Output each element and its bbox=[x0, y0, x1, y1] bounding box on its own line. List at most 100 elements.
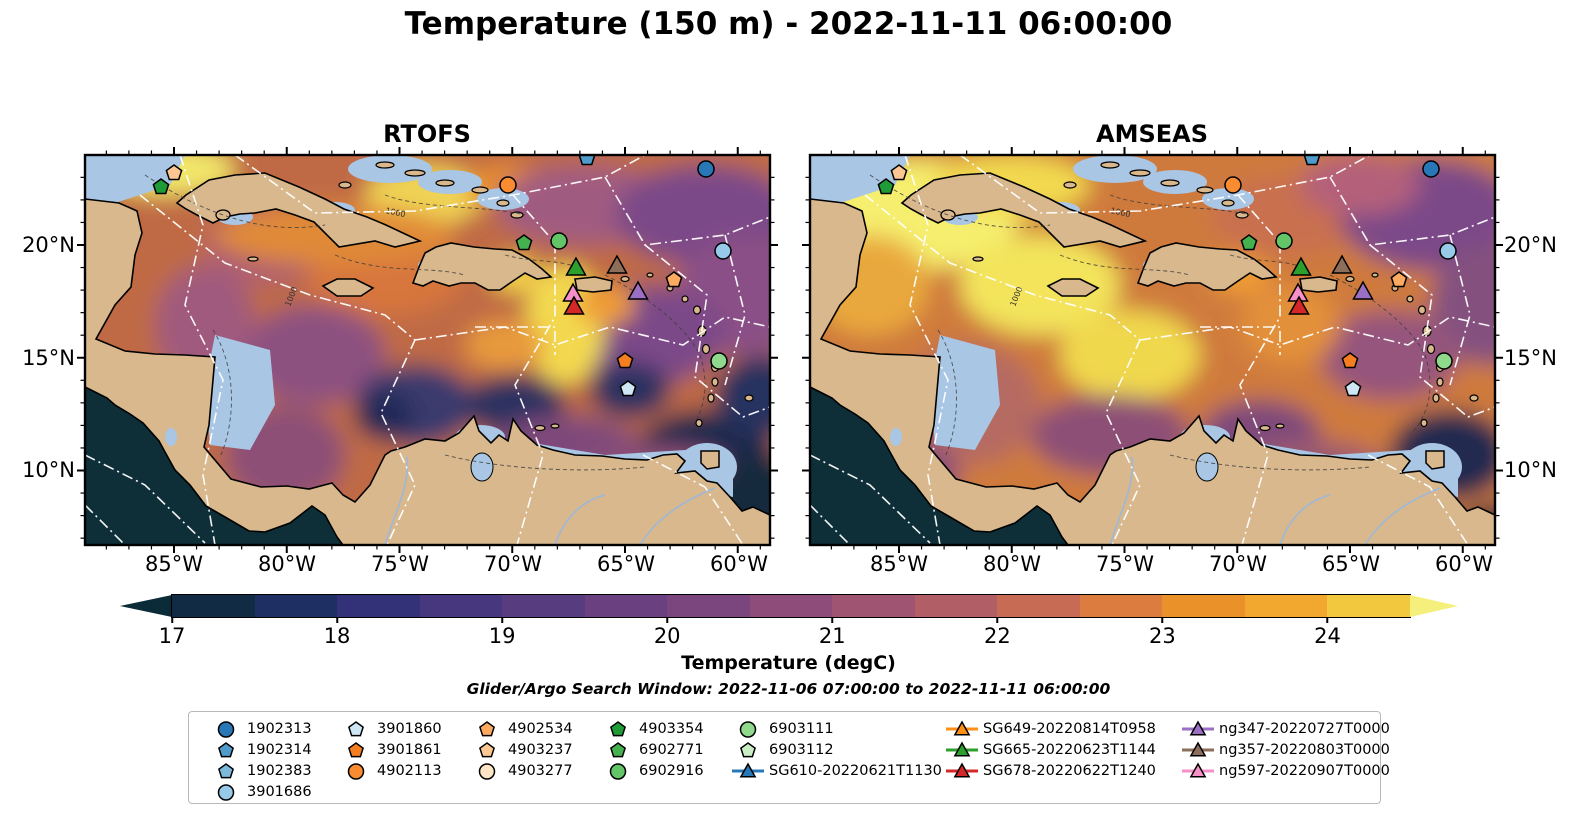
circle-marker-icon bbox=[731, 720, 765, 738]
circle-marker-icon bbox=[470, 762, 504, 780]
legend-label: 1902383 bbox=[247, 762, 312, 779]
legend-item[interactable]: 6902771 bbox=[601, 739, 704, 760]
colorbar-segment bbox=[914, 595, 998, 617]
legend-item[interactable]: SG610-20220621T1130 bbox=[731, 760, 942, 781]
svg-text:1000: 1000 bbox=[1110, 206, 1132, 219]
legend-item[interactable]: 6902916 bbox=[601, 760, 704, 781]
legend-item[interactable]: 6903111 bbox=[731, 718, 942, 739]
legend-item[interactable]: SG649-20220814T0958 bbox=[945, 718, 1156, 739]
legend-item[interactable]: ng597-20220907T0000 bbox=[1181, 760, 1390, 781]
circle-marker-icon bbox=[209, 783, 243, 801]
legend-label: 3901686 bbox=[247, 783, 312, 800]
legend-item[interactable]: 3901861 bbox=[339, 739, 442, 760]
map-marker-ng357-20220803T0000[interactable] bbox=[1331, 254, 1353, 274]
lon-tick-label: 75°W bbox=[371, 552, 429, 576]
legend-label: 4902534 bbox=[508, 720, 573, 737]
lon-tick-label: 65°W bbox=[1322, 552, 1380, 576]
map-marker-6902916[interactable] bbox=[1275, 232, 1293, 250]
map-marker-4903354[interactable] bbox=[152, 178, 170, 195]
legend-label: 1902313 bbox=[247, 720, 312, 737]
legend-label: 3901860 bbox=[377, 720, 442, 737]
colorbar-tick-label: 24 bbox=[1314, 624, 1341, 648]
legend-item[interactable]: 6903112 bbox=[731, 739, 942, 760]
map-marker-SG665-20220623T1144[interactable] bbox=[565, 256, 587, 276]
map-marker-4902113[interactable] bbox=[1224, 176, 1242, 194]
pentagon-marker-icon bbox=[339, 720, 373, 738]
lon-tick-label: 85°W bbox=[145, 552, 203, 576]
lon-tick-label: 85°W bbox=[870, 552, 928, 576]
map-marker-3901686[interactable] bbox=[1439, 242, 1457, 260]
lon-tick-label: 65°W bbox=[597, 552, 655, 576]
map-marker-4902534[interactable] bbox=[665, 271, 683, 288]
map-marker-SG678-20220622T1240[interactable] bbox=[1288, 295, 1310, 315]
map-marker-6903111[interactable] bbox=[1435, 352, 1453, 370]
legend-item[interactable]: 4902534 bbox=[470, 718, 573, 739]
colorbar-tick-label: 22 bbox=[983, 624, 1011, 648]
legend-label: 4903354 bbox=[639, 720, 704, 737]
map-amseas[interactable]: 1000 1000 bbox=[802, 147, 1503, 553]
map-marker-4902113[interactable] bbox=[499, 176, 517, 194]
pentagon-marker-icon bbox=[470, 720, 504, 738]
map-marker-4903354[interactable] bbox=[877, 178, 895, 195]
map-marker-6903111[interactable] bbox=[710, 352, 728, 370]
lon-tick-label: 80°W bbox=[258, 552, 316, 576]
legend-item[interactable]: 1902314 bbox=[209, 739, 312, 760]
lat-tick-20n-right: 20°N bbox=[1504, 233, 1557, 257]
legend-item[interactable]: 3901686 bbox=[209, 781, 312, 802]
map-markers bbox=[152, 150, 732, 397]
legend-label: SG665-20220623T1144 bbox=[983, 741, 1156, 758]
legend-column: SG649-20220814T0958 SG665-20220623T1144 SG… bbox=[945, 718, 1156, 781]
map-marker-3901860[interactable] bbox=[1344, 380, 1362, 397]
map-marker-6902916[interactable] bbox=[550, 232, 568, 250]
colorbar-segment bbox=[1327, 595, 1410, 617]
map-marker-4903237[interactable] bbox=[890, 164, 908, 181]
map-marker-SG678-20220622T1240[interactable] bbox=[563, 295, 585, 315]
map-marker-ng357-20220803T0000[interactable] bbox=[606, 254, 628, 274]
legend-item[interactable]: SG678-20220622T1240 bbox=[945, 760, 1156, 781]
map-marker-1902313[interactable] bbox=[1422, 160, 1440, 178]
legend-item[interactable]: 1902313 bbox=[209, 718, 312, 739]
legend-item[interactable]: ng357-20220803T0000 bbox=[1181, 739, 1390, 760]
colorbar-segment bbox=[832, 595, 915, 617]
lat-tick-10n-left: 10°N bbox=[22, 458, 75, 482]
map-marker-1902313[interactable] bbox=[697, 160, 715, 178]
map-marker-ng347-20220727T0000[interactable] bbox=[1352, 280, 1374, 300]
map-marker-4903237[interactable] bbox=[165, 164, 183, 181]
map-marker-ng347-20220727T0000[interactable] bbox=[627, 280, 649, 300]
pentagon-marker-icon bbox=[470, 741, 504, 759]
map-marker-3901686[interactable] bbox=[714, 242, 732, 260]
legend-item[interactable]: 1902383 bbox=[209, 760, 312, 781]
legend-item[interactable]: 4903237 bbox=[470, 739, 573, 760]
legend-item[interactable]: 4903354 bbox=[601, 718, 704, 739]
colorbar-segment bbox=[1244, 595, 1328, 617]
panel-title-amseas: AMSEAS bbox=[1096, 120, 1208, 148]
legend-label: 1902314 bbox=[247, 741, 312, 758]
colorbar-segment bbox=[584, 595, 668, 617]
map-marker-1902314[interactable] bbox=[1303, 150, 1321, 166]
map-rtofs[interactable]: 1000 1000 bbox=[77, 147, 778, 553]
legend-item[interactable]: 4903277 bbox=[470, 760, 573, 781]
legend-label: SG610-20220621T1130 bbox=[769, 762, 942, 779]
legend-item[interactable]: 4902113 bbox=[339, 760, 442, 781]
legend-item[interactable]: 3901860 bbox=[339, 718, 442, 739]
pentagon-marker-icon bbox=[731, 741, 765, 759]
legend-label: 6902771 bbox=[639, 741, 704, 758]
glider-track-icon bbox=[945, 761, 979, 780]
map-marker-6902771[interactable] bbox=[1240, 234, 1258, 251]
pentagon-marker-icon bbox=[209, 741, 243, 759]
legend-item[interactable]: ng347-20220727T0000 bbox=[1181, 718, 1390, 739]
map-marker-6902771[interactable] bbox=[515, 234, 533, 251]
map-marker-4902534[interactable] bbox=[1390, 271, 1408, 288]
map-marker-SG665-20220623T1144[interactable] bbox=[1290, 256, 1312, 276]
glider-track-icon bbox=[1181, 740, 1215, 759]
map-marker-3901861[interactable] bbox=[616, 352, 634, 369]
map-marker-3901860[interactable] bbox=[619, 380, 637, 397]
glider-track-icon bbox=[731, 761, 765, 780]
colorbar-tick-label: 18 bbox=[323, 624, 351, 648]
map-marker-3901861[interactable] bbox=[1341, 352, 1359, 369]
legend-item[interactable]: SG665-20220623T1144 bbox=[945, 739, 1156, 760]
colorbar-segment bbox=[1079, 595, 1163, 617]
legend-column: 6903111 6903112 SG610-20220621T1130 bbox=[731, 718, 942, 781]
map-marker-1902314[interactable] bbox=[578, 150, 596, 166]
